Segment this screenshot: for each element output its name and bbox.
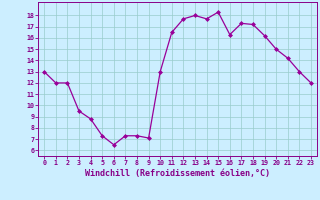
X-axis label: Windchill (Refroidissement éolien,°C): Windchill (Refroidissement éolien,°C) xyxy=(85,169,270,178)
